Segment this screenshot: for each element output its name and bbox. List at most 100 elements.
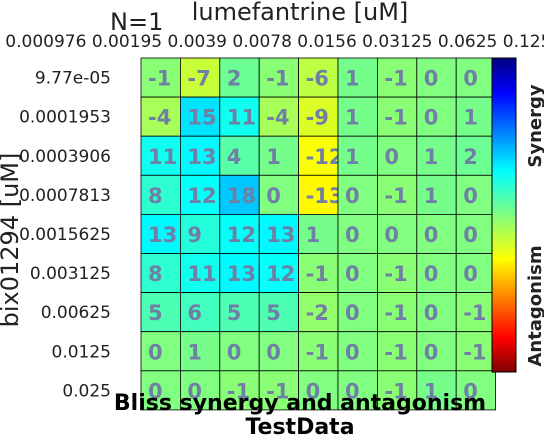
heatmap-cell bbox=[258, 57, 300, 98]
heatmap-cell bbox=[455, 96, 497, 137]
cell-value-label: 13 bbox=[187, 145, 216, 169]
cell-value-label: 8 bbox=[148, 262, 163, 286]
cell-value-label: 0 bbox=[345, 262, 360, 286]
cell-value-label: 0 bbox=[345, 340, 360, 364]
cell-value-label: 9 bbox=[187, 223, 202, 247]
cell-value-label: 2 bbox=[463, 145, 478, 169]
cell-value-label: 13 bbox=[266, 223, 295, 247]
heatmap-cell bbox=[455, 292, 497, 333]
heatmap-cell bbox=[455, 135, 497, 176]
heatmap-cells: -1 -7 2 -1 -6 1 -1 0 0-4 15 11 -4 -9 1 -1 0 111 13 4 1 -12 1 0… bbox=[140, 57, 497, 411]
heatmap-cell bbox=[337, 213, 378, 254]
cell-value-label: -1 bbox=[306, 340, 329, 364]
y-tick-label: 0.0015625 bbox=[19, 225, 111, 245]
colorbar-antagonism-label: Antagonism bbox=[525, 245, 544, 366]
y-tick-label: 0.00625 bbox=[41, 303, 111, 323]
heatmap-cell bbox=[140, 213, 181, 254]
cell-value-label: 1 bbox=[424, 184, 439, 208]
cell-value-label: -1 bbox=[463, 340, 486, 364]
cell-value-label: 0 bbox=[424, 262, 439, 286]
heatmap-cell bbox=[298, 174, 339, 215]
cell-value-label: 5 bbox=[148, 301, 163, 325]
cell-value-label: 5 bbox=[266, 301, 281, 325]
y-tick-label: 0.0003906 bbox=[19, 147, 111, 167]
heatmap-cell bbox=[219, 135, 260, 176]
cell-value-label: 0 bbox=[306, 379, 321, 403]
heatmap-cell bbox=[376, 292, 418, 333]
chart-subtitle: TestData bbox=[245, 415, 354, 437]
cell-value-label: -9 bbox=[306, 106, 329, 130]
cell-value-label: 0 bbox=[424, 67, 439, 91]
heatmap-cell bbox=[416, 174, 457, 215]
heatmap-cell bbox=[258, 292, 300, 333]
cell-value-label: 0 bbox=[384, 145, 399, 169]
heatmap-cell bbox=[258, 370, 300, 411]
cell-value-label: -1 bbox=[148, 67, 171, 91]
heatmap-cell bbox=[337, 331, 378, 372]
heatmap-cell bbox=[298, 57, 339, 98]
y-tick-label: 0.0007813 bbox=[19, 186, 111, 206]
heatmap-cell bbox=[337, 253, 378, 293]
heatmap-cell bbox=[337, 57, 378, 98]
cell-value-label: 11 bbox=[227, 106, 256, 130]
cell-value-label: -1 bbox=[384, 184, 407, 208]
heatmap-cell bbox=[219, 370, 260, 411]
cell-value-label: 18 bbox=[227, 184, 256, 208]
heatmap-cell bbox=[179, 331, 221, 372]
heatmap-cell bbox=[140, 174, 181, 215]
cell-value-label: 1 bbox=[345, 67, 360, 91]
cell-value-label: 0 bbox=[424, 340, 439, 364]
cell-value-label: 0 bbox=[463, 223, 478, 247]
cell-value-label: -1 bbox=[227, 379, 250, 403]
cell-value-label: 11 bbox=[148, 145, 177, 169]
cell-value-label: -1 bbox=[384, 106, 407, 130]
cell-value-label: -6 bbox=[306, 67, 329, 91]
heatmap-cell bbox=[298, 96, 339, 137]
cell-value-label: 12 bbox=[187, 184, 216, 208]
heatmap-cell bbox=[179, 96, 221, 137]
y-tick-label: 0.025 bbox=[62, 381, 111, 401]
heatmap-cell bbox=[455, 213, 497, 254]
cell-value-label: 13 bbox=[148, 223, 177, 247]
heatmap-cell bbox=[455, 174, 497, 215]
x-axis-label: lumefantrine [uM] bbox=[192, 0, 409, 26]
cell-value-label: -1 bbox=[384, 67, 407, 91]
cell-value-label: 0 bbox=[384, 223, 399, 247]
cell-value-label: 1 bbox=[424, 145, 439, 169]
y-axis-label: bix01294 [uM] bbox=[0, 153, 24, 328]
cell-value-label: 1 bbox=[187, 340, 202, 364]
heatmap-cell bbox=[416, 135, 457, 176]
heatmap-cell bbox=[376, 370, 418, 411]
cell-value-label: -1 bbox=[306, 262, 329, 286]
heatmap-cell bbox=[337, 370, 378, 411]
cell-value-label: 15 bbox=[187, 106, 216, 130]
cell-value-label: -1 bbox=[266, 67, 289, 91]
heatmap-cell bbox=[455, 370, 497, 411]
y-tick-labels: 9.77e-05 0.0001953 0.0003906 0.0007813 0.001… bbox=[19, 69, 111, 402]
cell-value-label: 6 bbox=[187, 301, 202, 325]
heatmap-cell bbox=[455, 331, 497, 372]
cell-value-label: 0 bbox=[424, 223, 439, 247]
heatmap-cell bbox=[298, 370, 339, 411]
heatmap-cell bbox=[179, 370, 221, 411]
heatmap-cell bbox=[337, 135, 378, 176]
cell-value-label: -4 bbox=[148, 106, 171, 130]
heatmap-cell bbox=[219, 96, 260, 137]
y-tick-label: 0.0001953 bbox=[19, 108, 111, 128]
heatmap-cell bbox=[376, 135, 418, 176]
cell-value-label: 0 bbox=[463, 67, 478, 91]
heatmap-cell bbox=[179, 213, 221, 254]
heatmap-cell bbox=[416, 96, 457, 137]
cell-value-label: 8 bbox=[148, 184, 163, 208]
cell-value-label: 1 bbox=[306, 223, 321, 247]
heatmap-cell bbox=[298, 213, 339, 254]
heatmap-cell bbox=[219, 331, 260, 372]
cell-value-label: 0 bbox=[227, 340, 242, 364]
cell-value-label: 1 bbox=[463, 106, 478, 130]
n-annotation: N=1 bbox=[110, 8, 163, 36]
cell-value-label: -1 bbox=[463, 301, 486, 325]
cell-value-label: 0 bbox=[463, 262, 478, 286]
cell-value-label: 0 bbox=[187, 379, 202, 403]
heatmap-cell bbox=[258, 96, 300, 137]
heatmap-cell bbox=[140, 96, 181, 137]
